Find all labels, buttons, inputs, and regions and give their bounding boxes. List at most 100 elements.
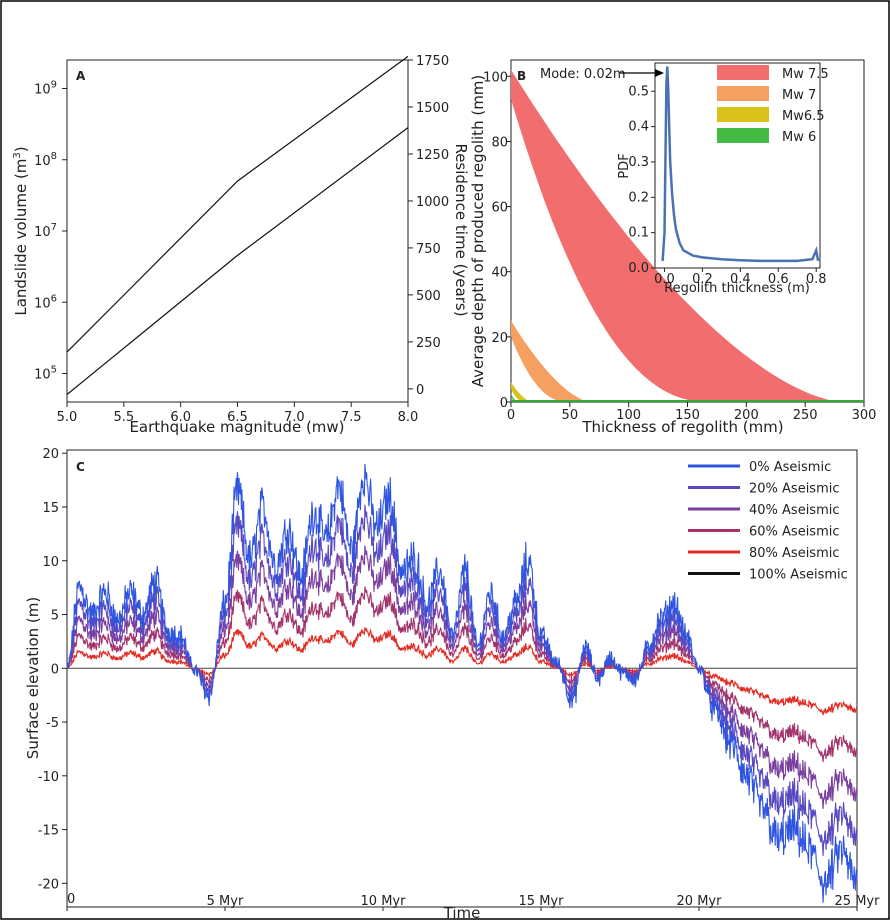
a-right-tick-label: 1000 (416, 195, 449, 210)
panel-a-lines (66, 55, 409, 395)
b-x-tick-label: 150 (675, 408, 700, 423)
c-legend-label: 0% Aseismic (749, 460, 831, 475)
c-x-tick-label: 25 Myr (835, 894, 881, 909)
panel-b-legend: Mw 7.5 Mw 7 Mw6.5 Mw 6 (717, 65, 829, 145)
panel-b-y-label: Average depth of produced regolith (mm) (469, 75, 487, 388)
c-legend-label: 100% Aseismic (749, 568, 848, 583)
b-x-tick-label: 100 (616, 408, 641, 423)
c-y-tick-label: -20 (38, 877, 59, 892)
panel-b-y-ticks: 0 20 40 60 80 100 (483, 70, 511, 411)
inset-x-ticks: 0.0 0.2 0.4 0.6 0.8 (654, 268, 827, 287)
a-right-tick-label: 750 (416, 242, 441, 257)
c-y-tick-label: -5 (46, 716, 59, 731)
panel-a-right-y-label: Residence time (years) (452, 143, 470, 316)
panel-c-y-ticks: -20 -15 -10 -5 0 5 10 15 20 (38, 447, 67, 892)
a-left-tick-base: 10 (34, 296, 51, 311)
a-left-tick-base: 10 (34, 83, 51, 98)
a-left-tick-label: 107 (34, 222, 57, 240)
panel-a-letter: A (76, 69, 86, 83)
panel-a-left-y-label-suffix: ) (12, 146, 30, 152)
b-legend-label: Mw 7 (782, 88, 816, 103)
panel-c-letter: C (76, 460, 85, 474)
inset-pdf-line (661, 66, 820, 263)
panel-b-letter: B (517, 69, 526, 83)
inset-y-tick-label: 0.4 (628, 120, 649, 135)
panel-c-frame (66, 449, 858, 908)
b-legend-swatch (717, 65, 769, 80)
a-left-tick-base: 10 (34, 368, 51, 383)
b-x-tick-label: 0 (507, 408, 515, 423)
a-x-tick-label: 5.5 (113, 410, 134, 425)
a-right-tick-label: 500 (416, 289, 441, 304)
b-x-tick-label: 300 (852, 408, 877, 423)
panel-a-right-y-ticks: 0 250 500 750 1000 1250 1500 1750 (408, 54, 449, 398)
b-band (511, 69, 843, 403)
panel-c-series (66, 463, 858, 903)
b-y-tick-label: 100 (483, 70, 508, 85)
a-x-tick-label: 7.5 (341, 410, 362, 425)
a-left-tick-base: 10 (34, 225, 51, 240)
c-legend-label: 80% Aseismic (749, 546, 840, 561)
c-legend-label: 60% Aseismic (749, 525, 840, 540)
b-legend-label: Mw 7.5 (782, 67, 829, 82)
b-y-tick-label: 0 (500, 396, 508, 411)
a-x-tick-label: 6.0 (170, 410, 191, 425)
a-right-tick-label: 1500 (416, 101, 449, 116)
panel-c-y-label: Surface elevation (m) (24, 597, 42, 759)
b-band (511, 382, 533, 402)
a-x-tick-label: 5.0 (57, 410, 78, 425)
b-x-tick-label: 50 (562, 408, 579, 423)
panel-b: 0 50 100 150 200 250 300 0 20 40 60 80 100 B Thickn… (469, 59, 877, 436)
panel-a-left-y-label-prefix: Landslide volume (m (12, 159, 30, 316)
panel-c-legend: 0% Aseismic 20% Aseismic 40% Aseismic 60% A… (688, 460, 848, 583)
c-y-tick-label: -10 (38, 770, 59, 785)
a-left-tick-exp: 6 (51, 293, 57, 304)
a-left-tick-label: 106 (34, 293, 57, 311)
b-x-tick-label: 250 (793, 408, 818, 423)
inset-x-tick-label: 0.8 (806, 272, 827, 287)
inset-y-tick-label: 0.2 (628, 190, 649, 205)
c-y-tick-label: 0 (51, 662, 59, 677)
a-right-tick-label: 250 (416, 336, 441, 351)
inset-y-label: PDF (617, 153, 632, 178)
b-legend-swatch (717, 107, 769, 122)
b-y-tick-label: 80 (491, 135, 508, 150)
a-x-tick-label: 8.0 (398, 410, 419, 425)
panel-b-x-label: Thickness of regolith (mm) (581, 418, 783, 436)
panel-b-x-ticks: 0 50 100 150 200 250 300 (507, 402, 877, 423)
inset-mode-arrowhead (655, 69, 664, 77)
a-left-tick-label: 109 (34, 80, 57, 98)
b-legend-label: Mw6.5 (782, 109, 825, 124)
a-left-tick-label: 105 (34, 365, 57, 383)
inset-x-tick-label: 0.6 (768, 272, 789, 287)
a-series-line-left (66, 55, 409, 353)
a-series-line-right (66, 127, 409, 395)
c-x-tick-label: 5 Myr (207, 894, 244, 909)
a-left-tick-exp: 9 (51, 80, 57, 91)
a-right-tick-label: 0 (416, 383, 424, 398)
panel-a: A 5.0 5.5 6.0 6.5 7.0 7.5 8.0 105106107108109 … (12, 54, 470, 436)
inset-y-tick-label: 0.5 (628, 84, 649, 99)
a-left-tick-exp: 8 (51, 151, 57, 162)
b-band (511, 320, 591, 402)
panel-a-left-y-label: Landslide volume (m3) (12, 146, 30, 315)
c-legend-label: 40% Aseismic (749, 503, 840, 518)
a-right-tick-label: 1250 (416, 148, 449, 163)
c-x-tick-label: 15 Myr (519, 894, 565, 909)
panel-a-x-label: Earthquake magnitude (mw) (129, 418, 344, 436)
inset-mode-annotation: Mode: 0.02m (540, 67, 626, 82)
inset-y-ticks: 0.0 0.1 0.2 0.3 0.4 0.5 (628, 84, 655, 276)
b-legend-swatch (717, 128, 769, 143)
inset-x-tick-label: 0.2 (692, 272, 713, 287)
a-x-tick-label: 7.0 (284, 410, 305, 425)
c-y-tick-label: 10 (42, 555, 59, 570)
a-right-tick-label: 1750 (416, 54, 449, 69)
inset-x-label: Regolith thickness (m) (664, 281, 810, 296)
c-x-tick-label: 10 Myr (361, 894, 407, 909)
panel-c-x-label: Time (443, 904, 481, 920)
a-left-tick-base: 10 (34, 154, 51, 169)
c-y-tick-label: -15 (38, 824, 59, 839)
inset-y-tick-label: 0.0 (628, 261, 649, 276)
